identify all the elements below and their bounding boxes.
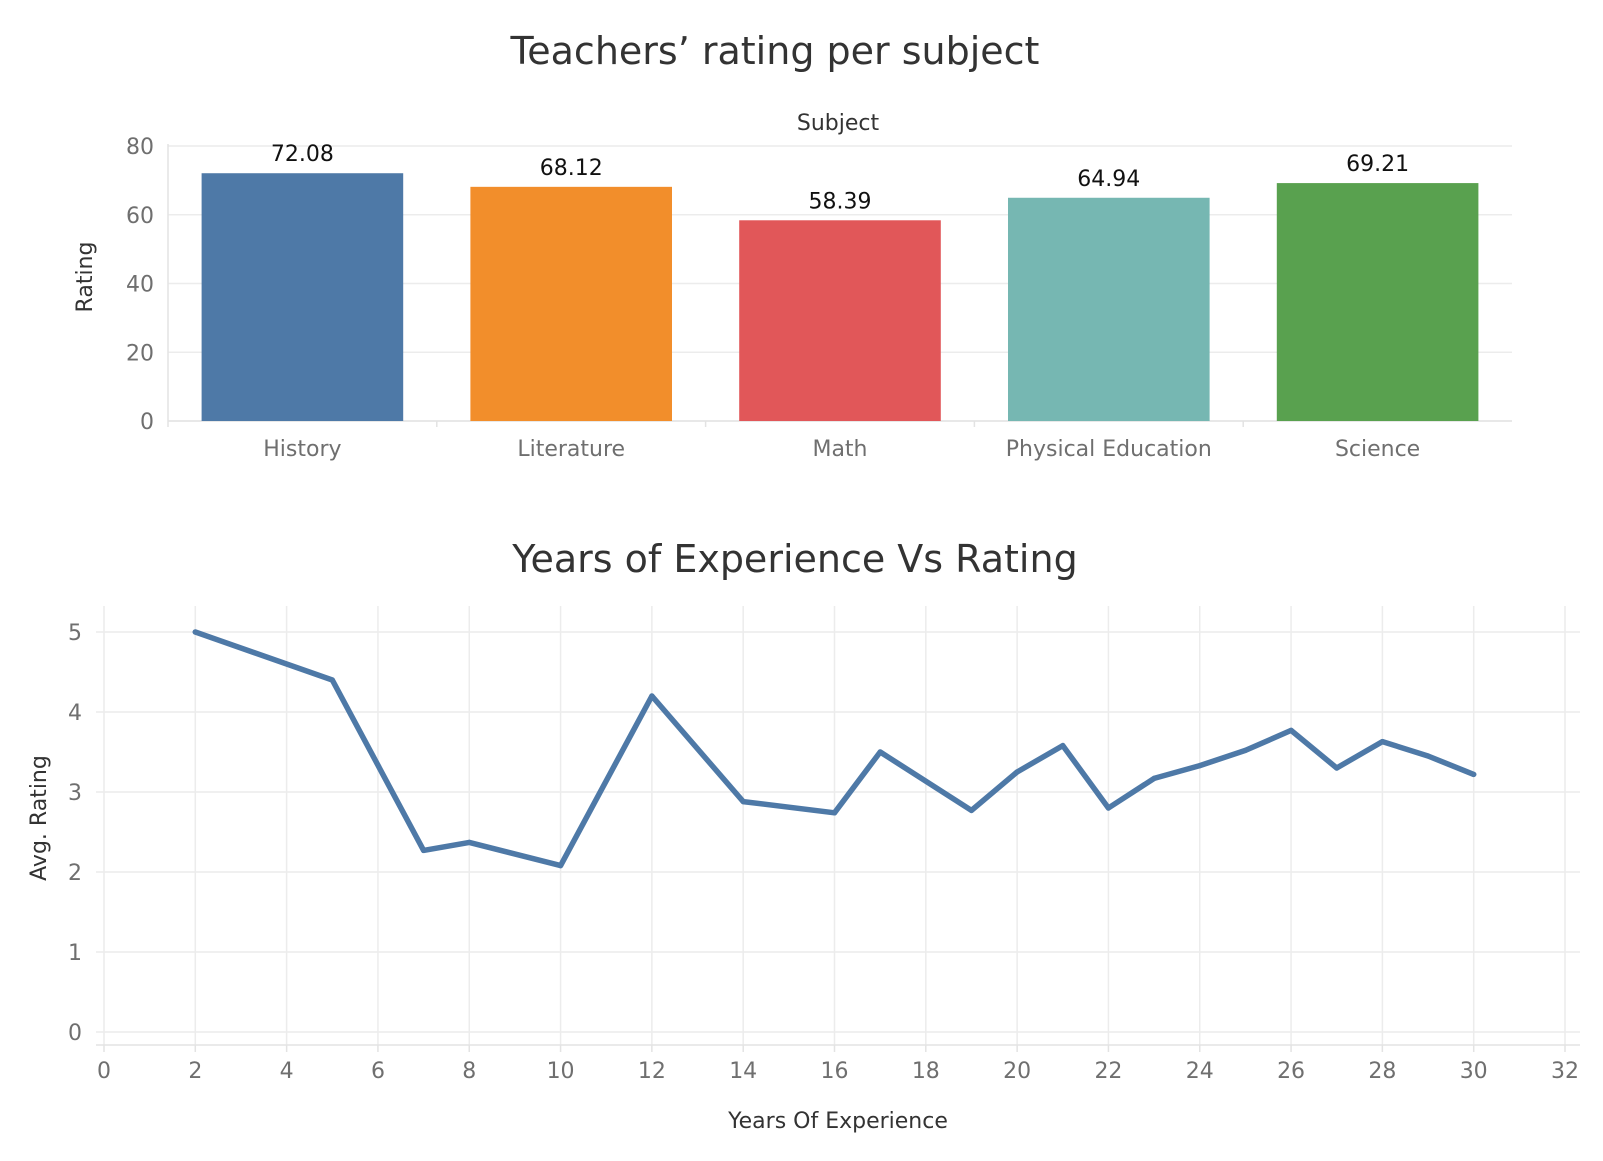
line-x-tick-label: 32: [1551, 1059, 1579, 1084]
line-point: [968, 807, 975, 814]
line-y-tick-label: 1: [68, 941, 82, 966]
bar-y-tick-label: 80: [126, 135, 154, 160]
bar-x-tick-label: Literature: [517, 437, 625, 462]
bar-chart-y-axis-title: Rating: [73, 242, 98, 313]
line-x-tick-label: 14: [729, 1059, 757, 1084]
bar-x-tick-label: History: [263, 437, 341, 462]
line-point: [1334, 765, 1340, 771]
line-chart-gridlines: [96, 606, 1580, 1046]
bar-literature: [470, 186, 672, 421]
bar-chart-title: Teachers’ rating per subject: [510, 29, 1040, 73]
line-x-tick-label: 16: [821, 1059, 849, 1084]
line-x-tick-label: 26: [1277, 1059, 1305, 1084]
bar-chart: Teachers’ rating per subject Subject Rat…: [73, 29, 1512, 462]
line-point: [466, 839, 472, 846]
line-x-tick-label: 20: [1003, 1059, 1031, 1084]
bar-chart-x-ticks: History Literature Math Physical Education S…: [263, 421, 1420, 462]
line-y-tick-label: 2: [68, 861, 82, 886]
line-point: [192, 629, 198, 635]
line-chart-y-ticks: 0 1 2 3 4 5: [68, 621, 82, 1046]
line-point: [831, 810, 838, 816]
line-x-tick-label: 18: [912, 1059, 940, 1084]
bar-history: [201, 173, 404, 421]
bar-chart-column-header: Subject: [797, 111, 880, 136]
line-chart: Years of Experience Vs Rating Avg. Ratin…: [27, 537, 1580, 1134]
bar-x-tick-label: Science: [1335, 437, 1420, 462]
line-x-tick-label: 28: [1368, 1059, 1396, 1084]
bar-y-tick-label: 60: [126, 204, 154, 229]
line-x-tick-label: 0: [97, 1059, 111, 1084]
line-point: [649, 693, 655, 699]
bar-value-label: 69.21: [1346, 152, 1409, 177]
line-chart-x-ticks: 0 2 4 6 8 10 12 14 16 18 20 22 24 26 28 30 32: [97, 1045, 1579, 1084]
line-y-tick-label: 5: [68, 621, 82, 646]
bar-physical-education: [1008, 197, 1210, 421]
line-chart-x-axis-title: Years Of Experience: [727, 1109, 948, 1134]
line-point: [1425, 753, 1431, 759]
line-y-tick-label: 0: [68, 1021, 82, 1046]
line-chart-y-axis-title: Avg. Rating: [27, 755, 52, 881]
bar-y-tick-label: 40: [126, 273, 154, 298]
bar-chart-bars: [201, 173, 1479, 421]
line-point: [877, 749, 883, 755]
bar-value-label: 58.39: [809, 189, 872, 214]
line-point: [1471, 771, 1477, 778]
line-x-tick-label: 2: [188, 1059, 202, 1084]
line-point: [420, 847, 427, 854]
line-x-tick-label: 22: [1094, 1059, 1122, 1084]
bar-value-label: 72.08: [271, 142, 334, 167]
bar-chart-value-labels: 72.08 68.12 58.39 64.94 69.21: [271, 142, 1409, 214]
bar-math: [739, 220, 941, 421]
line-point: [557, 863, 564, 869]
bar-science: [1276, 183, 1479, 421]
line-y-tick-label: 4: [68, 701, 82, 726]
line-point: [1014, 769, 1020, 775]
line-point: [1288, 727, 1294, 734]
line-point: [1242, 747, 1249, 754]
line-chart-title: Years of Experience Vs Rating: [511, 537, 1077, 581]
bar-y-tick-label: 20: [126, 341, 154, 366]
bar-x-tick-label: Physical Education: [1006, 437, 1212, 462]
line-x-tick-label: 8: [462, 1059, 476, 1084]
line-x-tick-label: 24: [1186, 1059, 1214, 1084]
line-point: [1379, 739, 1385, 745]
line-y-tick-label: 3: [68, 781, 82, 806]
bar-chart-y-ticks: 0 20 40 60 80: [126, 135, 154, 435]
line-x-tick-label: 4: [280, 1059, 294, 1084]
bar-value-label: 64.94: [1077, 167, 1140, 192]
line-point: [1197, 763, 1203, 769]
line-point: [1151, 775, 1157, 782]
line-x-tick-label: 10: [547, 1059, 575, 1084]
line-x-tick-label: 6: [371, 1059, 385, 1084]
line-point: [1105, 805, 1112, 811]
bar-x-tick-label: Math: [812, 437, 867, 462]
line-point: [329, 677, 335, 683]
line-point: [1060, 743, 1066, 749]
line-x-tick-label: 30: [1460, 1059, 1488, 1084]
bar-y-tick-label: 0: [140, 410, 154, 435]
line-x-tick-label: 12: [638, 1059, 666, 1084]
bar-value-label: 68.12: [540, 156, 603, 181]
line-chart-series: [192, 629, 1477, 869]
line-point: [740, 799, 746, 805]
